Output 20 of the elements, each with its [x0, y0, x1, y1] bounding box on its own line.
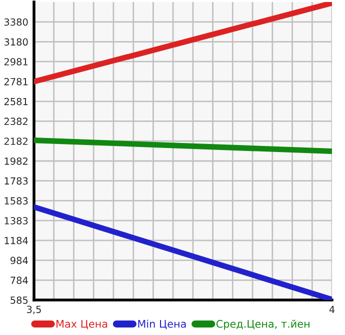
x-tick-label: 4 — [329, 306, 335, 313]
y-tick-label: 984 — [10, 256, 28, 264]
y-tick-label: 2981 — [4, 58, 28, 66]
y-tick-label: 1383 — [4, 217, 28, 224]
y-tick-label: 2781 — [4, 78, 28, 86]
y-tick-label: 2182 — [4, 138, 28, 145]
legend-label: Min Цена — [138, 320, 186, 330]
y-tick-label: 2581 — [4, 98, 28, 106]
x-tick-label: 3,5 — [27, 306, 41, 314]
legend-label: Max Цена — [56, 320, 108, 330]
legend-label: Сред.Цена, т.йен — [216, 320, 310, 330]
y-tick-label: 784 — [10, 276, 28, 284]
y-tick-label: 3180 — [4, 38, 28, 46]
y-tick-label: 585 — [10, 296, 28, 304]
y-tick-label: 2382 — [4, 118, 28, 126]
y-tick-label: 1583 — [4, 197, 28, 205]
y-tick-label: 1982 — [4, 157, 28, 165]
y-tick-label: 1184 — [4, 236, 28, 244]
y-tick-label: 3380 — [4, 18, 28, 26]
y-tick-label: 1783 — [4, 177, 28, 185]
